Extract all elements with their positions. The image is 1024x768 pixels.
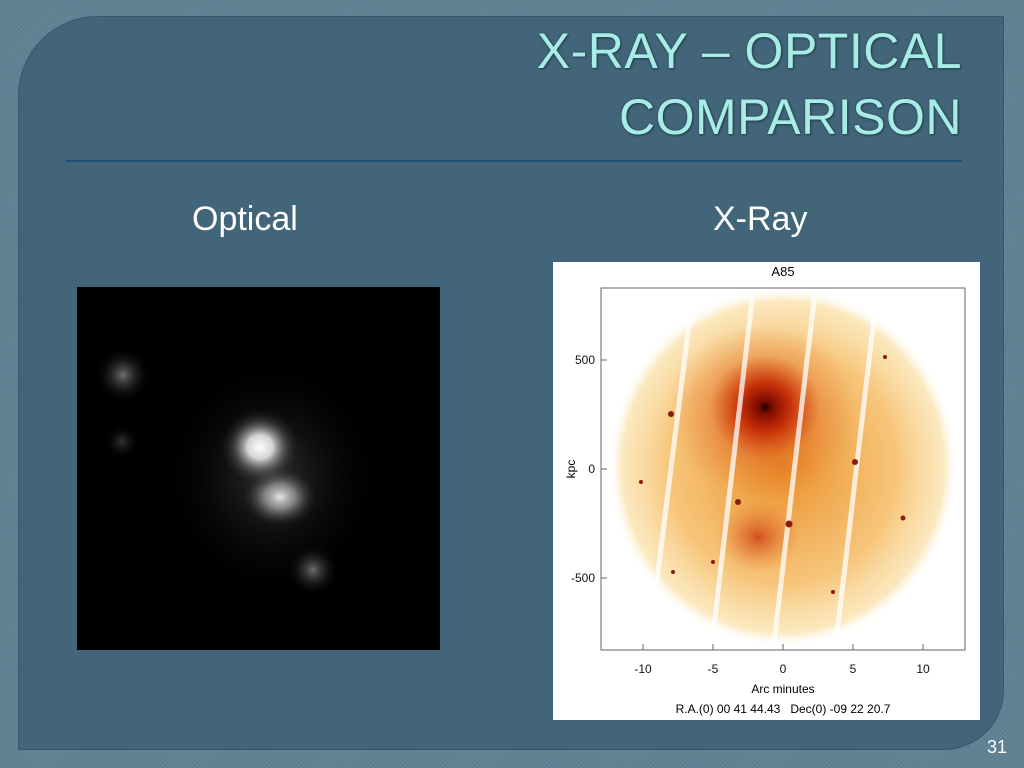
- title-line-1: X-RAY – OPTICAL: [536, 23, 962, 79]
- slide-title: X-RAY – OPTICAL COMPARISON: [262, 18, 962, 150]
- xray-plot-title: A85: [771, 264, 794, 279]
- xray-image: A85: [553, 262, 980, 720]
- title-line-2: COMPARISON: [619, 89, 962, 145]
- optical-image-graphic: [95, 347, 382, 597]
- xray-label: X-Ray: [713, 200, 808, 238]
- y-tick-minus-500: -500: [571, 571, 595, 585]
- x-tick-5: 5: [850, 662, 857, 676]
- y-tick-0: 0: [588, 462, 595, 476]
- xray-tick-labels: 500 0 -500 -10 -5 0 5 10: [571, 353, 930, 676]
- x-tick-minus-10: -10: [634, 662, 652, 676]
- x-tick-10: 10: [916, 662, 930, 676]
- optical-image: [77, 287, 440, 650]
- x-tick-minus-5: -5: [708, 662, 719, 676]
- xray-ticks: [601, 359, 924, 650]
- title-divider: [66, 160, 962, 162]
- xray-coords: R.A.(0) 00 41 44.43 Dec(0) -09 22 20.7: [676, 702, 891, 716]
- page-number: 31: [986, 737, 1007, 757]
- xray-ylabel: kpc: [564, 460, 578, 479]
- y-tick-500: 500: [575, 353, 595, 367]
- xray-xlabel: Arc minutes: [751, 682, 814, 696]
- x-tick-0: 0: [780, 662, 787, 676]
- optical-label: Optical: [192, 200, 298, 238]
- xray-plot: A85: [564, 264, 966, 716]
